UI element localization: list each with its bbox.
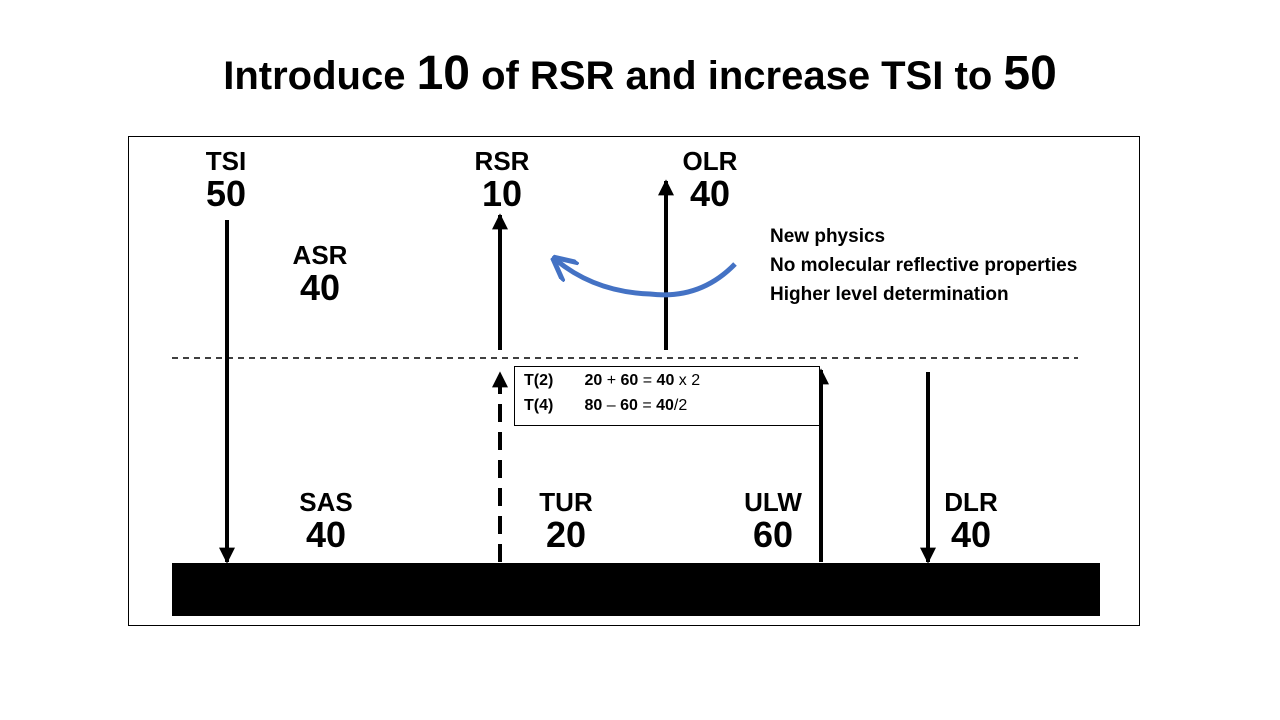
formula-label: T(2) bbox=[524, 372, 554, 389]
asr-value: 40 bbox=[299, 267, 341, 308]
formula-row-t2: T(2) 20 + 60 = 40 x 2 bbox=[524, 372, 819, 397]
formula-tail: x 2 bbox=[678, 372, 701, 389]
sas-value: 40 bbox=[305, 514, 347, 555]
ulw-name: ULW bbox=[744, 487, 802, 517]
formula-term: 60 bbox=[620, 397, 638, 414]
title-part-1: Introduce bbox=[223, 54, 417, 98]
title-part-2: of RSR and increase TSI to bbox=[469, 54, 1004, 98]
tsi-name: TSI bbox=[205, 146, 247, 176]
formula-term: 80 bbox=[584, 397, 603, 414]
olr-value: 40 bbox=[689, 173, 731, 214]
note-line: New physics bbox=[770, 226, 886, 247]
sas-name: SAS bbox=[299, 487, 353, 517]
rsr-value: 10 bbox=[481, 173, 523, 214]
dlr-value: 40 bbox=[950, 514, 992, 555]
formula-operator: + bbox=[606, 372, 617, 389]
tur-value: 20 bbox=[545, 514, 587, 555]
tur-label: TUR 20 bbox=[534, 489, 598, 553]
formula-row-t4: T(4) 80 – 60 = 40/2 bbox=[524, 397, 819, 422]
formula-equals: = bbox=[642, 372, 653, 389]
asr-name: ASR bbox=[292, 240, 348, 270]
curved-blue-arrow bbox=[556, 260, 737, 298]
diagram-frame bbox=[128, 136, 1140, 626]
formula-term: 60 bbox=[620, 372, 639, 389]
dlr-label: DLR 40 bbox=[938, 489, 1004, 553]
asr-label: ASR 40 bbox=[288, 242, 352, 306]
title-number-tsi: 50 bbox=[1003, 47, 1057, 100]
olr-label: OLR 40 bbox=[678, 148, 742, 212]
formula-tail: /2 bbox=[673, 397, 688, 414]
formula-term: 40 bbox=[656, 397, 674, 414]
rsr-label: RSR 10 bbox=[470, 148, 534, 212]
ulw-label: ULW 60 bbox=[740, 489, 806, 553]
rsr-name: RSR bbox=[474, 146, 530, 176]
formula-operator: – bbox=[606, 397, 616, 414]
title-number-rsr: 10 bbox=[416, 47, 470, 100]
note-line: Higher level determination bbox=[770, 284, 1009, 305]
tsi-label: TSI 50 bbox=[196, 148, 256, 212]
earth-surface bbox=[172, 563, 1100, 616]
formula-term: 40 bbox=[656, 372, 675, 389]
slide-title: Introduce 10 of RSR and increase TSI to … bbox=[0, 46, 1280, 101]
sas-label: SAS 40 bbox=[294, 489, 358, 553]
dlr-name: DLR bbox=[944, 487, 998, 517]
ulw-value: 60 bbox=[752, 514, 794, 555]
formula-term: 20 bbox=[584, 372, 603, 389]
formula-label: T(4) bbox=[524, 397, 554, 414]
formula-equals: = bbox=[642, 397, 652, 414]
physics-notes: New physics No molecular reflective prop… bbox=[770, 222, 1077, 309]
tur-name: TUR bbox=[539, 487, 593, 517]
tsi-value: 50 bbox=[205, 173, 247, 214]
note-line: No molecular reflective properties bbox=[770, 255, 1078, 276]
temperature-formula-box: T(2) 20 + 60 = 40 x 2 T(4) 80 – 60 = 40/… bbox=[514, 366, 820, 426]
olr-name: OLR bbox=[682, 146, 738, 176]
